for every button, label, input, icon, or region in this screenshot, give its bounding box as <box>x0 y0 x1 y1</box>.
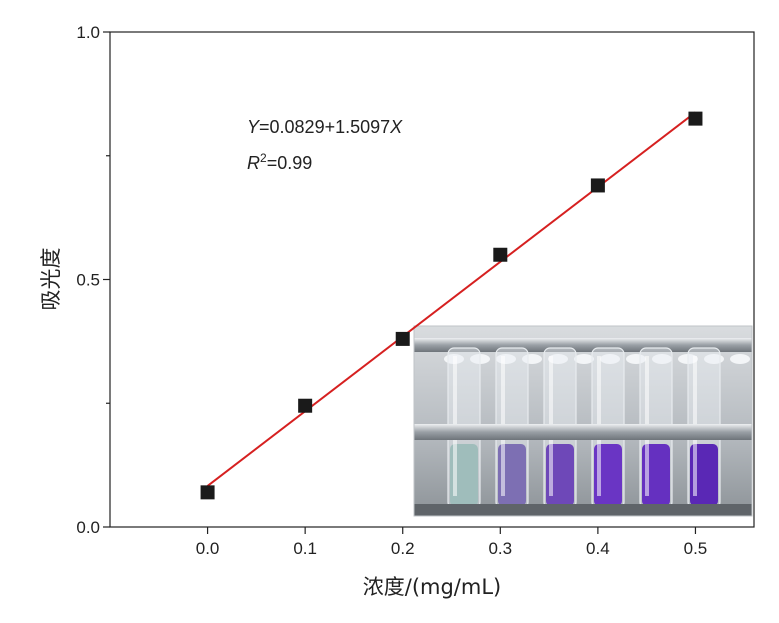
rack-front-rail <box>414 424 752 440</box>
data-points <box>200 111 703 500</box>
y-axis-ticks: 0.0 0.5 1.0 <box>76 23 110 537</box>
rack-base <box>414 504 752 516</box>
y-tick-label: 1.0 <box>76 23 100 42</box>
x-tick-label: 0.5 <box>684 539 708 558</box>
rack-hole <box>704 354 724 364</box>
data-point <box>688 111 703 126</box>
photo-border <box>413 325 753 517</box>
rack-hole <box>652 354 672 364</box>
x-tick-label: 0.1 <box>293 539 317 558</box>
x-tick-label: 0.0 <box>196 539 220 558</box>
fit-equation: Y=0.0829+1.5097X <box>247 117 403 137</box>
r-squared-sup: 2 <box>260 151 267 165</box>
x-axis-ticks: 0.0 0.1 0.2 0.3 0.4 0.5 <box>196 527 708 558</box>
y-tick-label: 0.0 <box>76 518 100 537</box>
y-tick-label: 0.5 <box>76 271 100 290</box>
data-point <box>493 247 508 262</box>
rack-hole <box>522 354 542 364</box>
x-tick-label: 0.3 <box>488 539 512 558</box>
rack-hole <box>730 354 750 364</box>
fit-line <box>206 111 697 487</box>
inset-photo <box>413 325 753 517</box>
data-point <box>298 398 313 413</box>
rack-hole <box>626 354 646 364</box>
rack-hole <box>600 354 620 364</box>
r-squared-value: =0.99 <box>267 153 313 173</box>
data-point <box>395 331 410 346</box>
data-point <box>590 178 605 193</box>
equation-x-var: X <box>389 117 403 137</box>
x-axis-title: 浓度/(mg/mL) <box>363 575 501 599</box>
equation-body: =0.0829+1.5097 <box>259 117 390 137</box>
r-squared-var: R <box>247 153 260 173</box>
x-tick-label: 0.4 <box>586 539 610 558</box>
rack-hole <box>574 354 594 364</box>
y-axis-title: 吸光度 <box>39 248 63 311</box>
x-tick-label: 0.2 <box>391 539 415 558</box>
r-squared: R2=0.99 <box>247 151 312 173</box>
data-point <box>200 485 215 500</box>
equation-y-var: Y <box>247 117 261 137</box>
